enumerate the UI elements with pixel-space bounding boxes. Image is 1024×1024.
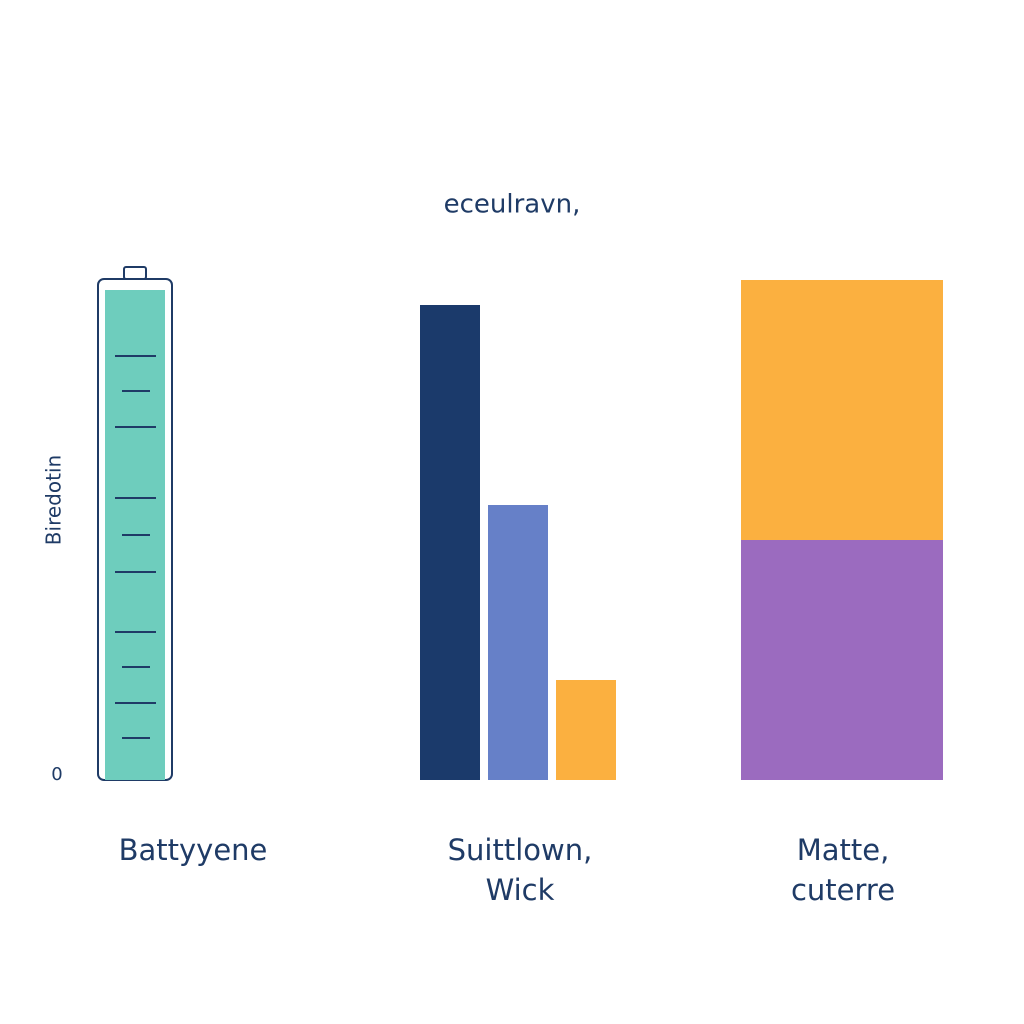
stacked-segment: [741, 280, 943, 540]
battery-cap: [123, 266, 147, 280]
stacked-segment: [741, 540, 943, 780]
bar: [488, 505, 548, 780]
y-tick-label: 0: [51, 764, 62, 785]
marks: [105, 280, 943, 780]
bar: [556, 680, 616, 780]
category-label: Battyyene: [118, 833, 268, 867]
chart-title: eceulravn,: [444, 190, 581, 220]
y-axis-label: Biredotin: [42, 455, 66, 545]
bar: [420, 305, 480, 780]
battery-ticks: [115, 355, 156, 739]
category-label: Matte, cuterre: [790, 833, 896, 907]
category-label: Suittlown, Wick: [447, 833, 593, 907]
